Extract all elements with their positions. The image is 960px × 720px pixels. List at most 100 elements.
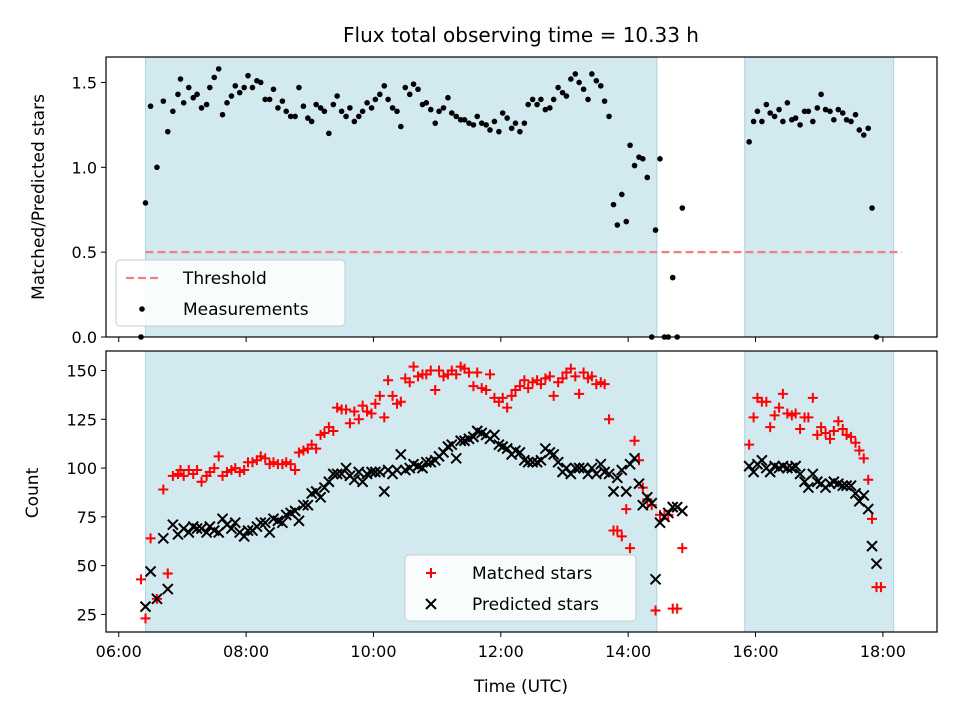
series-1-point-42: [327, 468, 340, 480]
series-0-point-64: [413, 371, 424, 382]
series-1-point-53: [374, 466, 386, 478]
series-0-point-154: [858, 453, 869, 464]
series-0-point-21: [232, 83, 239, 89]
series-0-point-64: [415, 86, 421, 93]
series-0-point-42: [319, 427, 330, 438]
series-0-point-146: [827, 108, 833, 115]
series-0-point-118: [644, 174, 651, 181]
series-0-point-94: [542, 106, 549, 113]
series-0-point-89: [521, 120, 528, 126]
series-0-point-37: [300, 103, 307, 110]
series-0-point-48: [347, 105, 353, 111]
series-1-point-104: [590, 468, 603, 480]
series-0-point-57: [383, 375, 394, 386]
series-0-point-36: [293, 447, 304, 458]
series-0-point-153: [856, 127, 863, 133]
series-0-point-110: [610, 201, 617, 208]
series-0-point-47: [343, 113, 349, 120]
series-0-point-51: [357, 400, 368, 411]
series-0-point-49: [349, 406, 360, 417]
series-0-point-113: [621, 504, 632, 515]
series-1-point-126: [747, 466, 760, 478]
series-0-point-67: [427, 106, 434, 113]
series-0-point-4: [158, 484, 169, 495]
series-1-point-57: [391, 464, 403, 476]
series-0-point-146: [825, 433, 836, 444]
series-0-point-76: [466, 120, 472, 126]
series-0-point-136: [784, 100, 791, 106]
series-1-point-107: [603, 468, 615, 480]
series-0-point-16: [209, 463, 220, 474]
series-0-point-85: [504, 115, 510, 121]
series-0-point-88: [514, 381, 525, 392]
series-0-point-133: [771, 113, 778, 120]
series-0-point-138: [792, 115, 799, 121]
series-0-point-141: [803, 412, 814, 423]
series-0-point-125: [672, 603, 683, 614]
series-0-point-96: [550, 96, 557, 103]
series-0-point-77: [470, 122, 477, 128]
series-0-point-68: [432, 120, 439, 126]
series-1-point-152: [858, 489, 870, 502]
series-1-point-19: [229, 517, 241, 529]
series-1-point-26: [259, 517, 271, 529]
series-0-point-73: [453, 113, 460, 120]
series-1-point-30: [276, 517, 289, 529]
series-0-point-114: [625, 543, 636, 554]
series-0-point-138: [790, 408, 801, 419]
series-0-point-69: [436, 108, 442, 115]
legend-box: [115, 259, 346, 327]
series-0-point-79: [476, 383, 487, 394]
series-1-point-80: [488, 429, 501, 441]
series-0-point-111: [614, 222, 621, 228]
series-1-point-147: [837, 479, 849, 492]
series-1-point-155: [870, 557, 883, 570]
observing-window-1: [744, 350, 895, 633]
series-1-point-3: [157, 532, 170, 545]
series-0-point-126: [679, 205, 686, 211]
series-0-point-97: [555, 84, 561, 91]
series-0-point-106: [593, 77, 600, 84]
series-0-point-38: [305, 115, 311, 121]
series-0-point-98: [559, 89, 566, 96]
series-0-point-148: [833, 416, 844, 427]
series-1-point-18: [225, 522, 238, 535]
series-1-point-54: [378, 485, 390, 498]
series-1-point-52: [369, 466, 382, 478]
series-0-point-103: [578, 367, 589, 378]
series-0-point-53: [366, 408, 377, 419]
series-0-point-113: [623, 218, 630, 225]
series-1-point-149: [845, 479, 857, 492]
series-0-point-108: [601, 98, 608, 104]
series-0-point-22: [234, 466, 245, 477]
legend-measurements-swatch: [139, 306, 145, 312]
series-0-point-132: [765, 422, 776, 433]
series-0-point-54: [370, 398, 381, 409]
series-0-point-41: [317, 105, 324, 111]
series-1-point-117: [646, 497, 658, 509]
series-0-point-2: [145, 533, 156, 544]
series-0-point-75: [461, 116, 468, 123]
series-0-point-9: [178, 470, 189, 481]
series-0-point-103: [580, 86, 587, 93]
series-0-point-66: [423, 100, 430, 106]
series-0-point-129: [754, 108, 761, 115]
series-0-point-145: [822, 106, 829, 113]
series-0-point-56: [381, 83, 388, 89]
series-0-point-60: [398, 123, 404, 130]
series-1-point-45: [340, 462, 352, 474]
series-1-point-100: [573, 462, 585, 474]
legend-label-1: Predicted stars: [472, 595, 599, 615]
series-0-point-6: [167, 470, 178, 481]
series-0-point-68: [430, 385, 441, 396]
series-0-point-56: [379, 412, 390, 423]
series-0-point-44: [328, 426, 339, 437]
series-0-point-55: [377, 91, 383, 98]
series-0-point-45: [332, 402, 343, 413]
x-tick-label-1: 08:00: [223, 642, 269, 661]
series-0-point-25: [247, 457, 258, 468]
y-tick-label-5: 150: [66, 362, 97, 381]
series-0-point-35: [290, 465, 301, 476]
series-1-point-118: [649, 573, 662, 586]
series-0-point-80: [481, 385, 492, 396]
